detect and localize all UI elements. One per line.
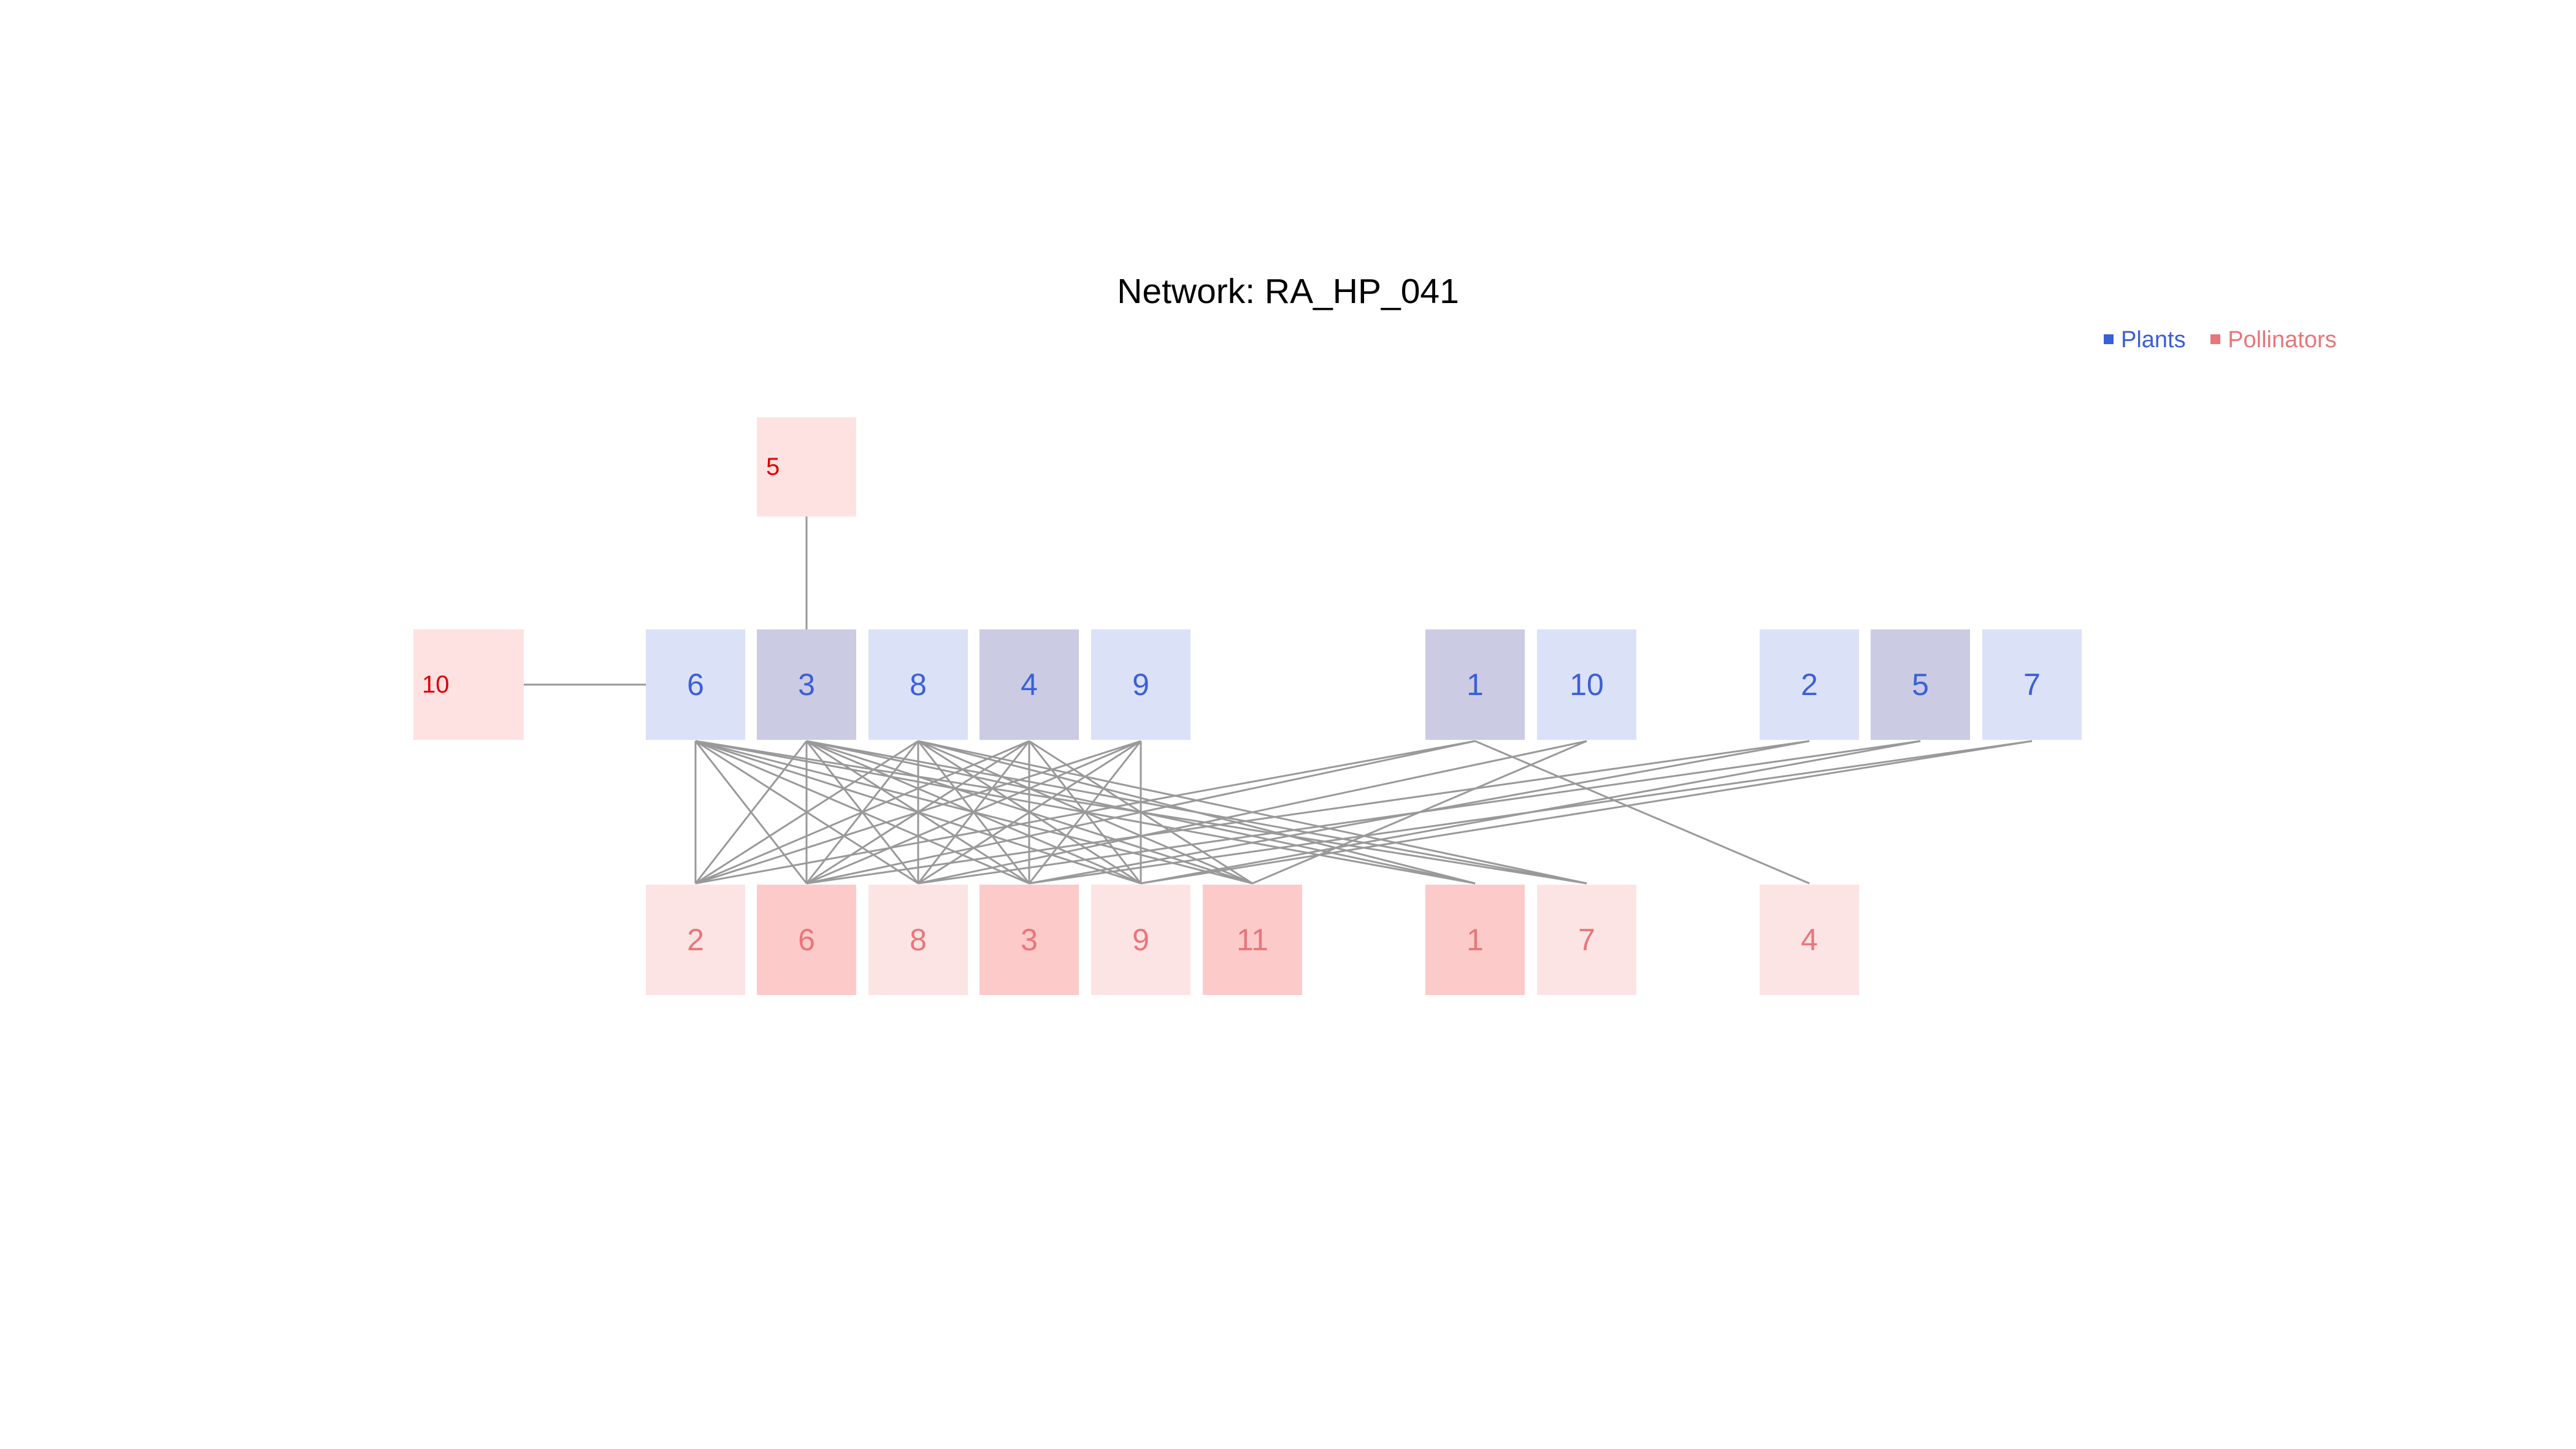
plant-node-7-box <box>1982 629 2082 740</box>
plant-node-10[interactable]: 10 <box>1537 629 1636 740</box>
edge-plant-9-pollinator-2 <box>695 740 1141 885</box>
edge-layer <box>524 517 2033 885</box>
edge-plant-1-pollinator-2 <box>695 740 1476 885</box>
legend-item-pollinators: Pollinators <box>2210 327 2337 353</box>
pollinator-node-6-box <box>757 885 856 995</box>
plant-node-2[interactable]: 2 <box>1760 629 1859 740</box>
plant-node-3[interactable]: 3 <box>757 629 856 740</box>
plant-node-6-label: 6 <box>687 667 704 702</box>
edge-plant-7-pollinator-9 <box>1140 740 2033 885</box>
legend-item-plants: Plants <box>2104 327 2186 353</box>
plant-node-2-label: 2 <box>1801 667 1818 702</box>
plant-node-6[interactable]: 6 <box>646 629 745 740</box>
pollinator-node-6[interactable]: 6 <box>757 885 856 995</box>
legend-label-plants: Plants <box>2121 327 2186 353</box>
pollinator-node-9[interactable]: 9 <box>1091 885 1190 995</box>
edge-plant-1-pollinator-6 <box>806 740 1476 885</box>
plant-node-7[interactable]: 7 <box>1982 629 2082 740</box>
plant-node-10-label: 10 <box>1570 667 1604 702</box>
pollinator-node-8[interactable]: 8 <box>868 885 968 995</box>
pollinator-node-3[interactable]: 3 <box>979 885 1079 995</box>
pollinator-node-7-label: 7 <box>1578 923 1595 957</box>
plant-node-3-label: 3 <box>798 667 815 702</box>
pollinator-node-1-box <box>1425 885 1525 995</box>
pollinator-node-4-label: 4 <box>1801 923 1818 957</box>
plant-node-3-box <box>757 629 856 740</box>
pollinator-node-6-label: 6 <box>798 923 815 957</box>
edge-plant-9-pollinator-6 <box>806 740 1141 885</box>
isolated-pollinator-node-10-box <box>413 629 524 740</box>
plant-node-5-label: 5 <box>1912 667 1929 702</box>
pollinator-node-1[interactable]: 1 <box>1425 885 1525 995</box>
pollinators-swatch-icon <box>2210 334 2221 344</box>
plants-swatch-icon <box>2104 334 2114 344</box>
edge-plant-8-pollinator-2 <box>695 740 919 885</box>
pollinator-node-3-box <box>979 885 1079 995</box>
isolated-pollinator-node-5-label: 5 <box>766 453 780 480</box>
edge-plant-10-pollinator-8 <box>918 740 1587 885</box>
plant-node-1-box <box>1425 629 1525 740</box>
pollinator-node-2-box <box>646 885 745 995</box>
plant-node-8-box <box>868 629 968 740</box>
pollinator-node-11-label: 11 <box>1236 923 1268 957</box>
legend: Plants Pollinators <box>2104 327 2355 353</box>
edge-plant-5-pollinator-8 <box>918 740 1921 885</box>
pollinator-node-3-label: 3 <box>1021 923 1038 957</box>
pollinator-node-7[interactable]: 7 <box>1537 885 1636 995</box>
edge-plant-4-pollinator-2 <box>695 740 1030 885</box>
pollinator-node-11-box <box>1203 885 1302 995</box>
isolated-pollinator-node-10-label: 10 <box>422 671 450 698</box>
plant-node-4[interactable]: 4 <box>979 629 1079 740</box>
edge-plant-9-pollinator-8 <box>918 740 1141 885</box>
pollinator-node-9-label: 9 <box>1132 923 1149 957</box>
edge-plant-3-pollinator-2 <box>694 740 808 884</box>
isolated-pollinator-node-10[interactable]: 10 <box>413 629 524 740</box>
isolated-pollinator-node-5[interactable]: 5 <box>757 417 856 517</box>
plant-node-4-label: 4 <box>1021 667 1038 702</box>
plant-node-7-label: 7 <box>2023 667 2041 702</box>
plant-node-2-box <box>1760 629 1859 740</box>
pollinator-node-4[interactable]: 4 <box>1760 885 1859 995</box>
pollinator-node-4-box <box>1760 885 1859 995</box>
pollinator-node-7-box <box>1537 885 1636 995</box>
plant-node-4-box <box>979 629 1079 740</box>
plant-node-8-label: 8 <box>910 667 927 702</box>
pollinator-node-2-label: 2 <box>687 923 704 957</box>
plant-node-5-box <box>1871 629 1970 740</box>
plant-node-9[interactable]: 9 <box>1091 629 1190 740</box>
plant-node-6-box <box>646 629 745 740</box>
plant-node-1-label: 1 <box>1466 667 1484 702</box>
isolated-pollinator-node-5-box <box>757 417 856 517</box>
plant-node-1[interactable]: 1 <box>1425 629 1525 740</box>
pollinator-node-2[interactable]: 2 <box>646 885 745 995</box>
chart-title: Network: RA_HP_041 <box>1117 272 1459 311</box>
plant-node-8[interactable]: 8 <box>868 629 968 740</box>
pollinator-node-9-box <box>1091 885 1190 995</box>
plant-node-9-label: 9 <box>1132 667 1149 702</box>
pollinator-node-8-box <box>868 885 968 995</box>
pollinator-node-1-label: 1 <box>1466 923 1484 957</box>
edge-plant-2-pollinator-6 <box>806 740 1810 885</box>
plant-node-10-box <box>1537 629 1636 740</box>
legend-label-pollinators: Pollinators <box>2228 327 2337 353</box>
edge-plant-8-pollinator-1 <box>918 740 1476 885</box>
pollinator-node-8-label: 8 <box>910 923 927 957</box>
edge-plant-7-pollinator-3 <box>1029 740 2033 885</box>
pollinator-node-11[interactable]: 11 <box>1203 885 1302 995</box>
plant-node-9-box <box>1091 629 1190 740</box>
plant-node-5[interactable]: 5 <box>1871 629 1970 740</box>
